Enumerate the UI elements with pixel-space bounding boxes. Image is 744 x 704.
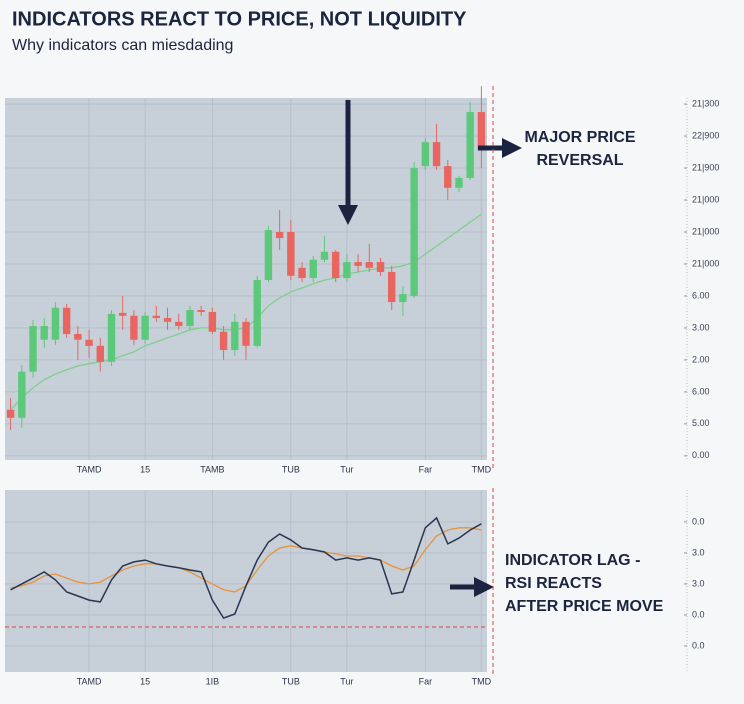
candle-body	[85, 339, 93, 346]
y-tick-label: 0.00	[692, 450, 710, 460]
candle-body	[388, 271, 396, 303]
candle-body	[51, 307, 60, 340]
candle-body	[175, 321, 183, 327]
x-tick-label: TMD	[472, 464, 492, 474]
candle-body	[298, 267, 306, 279]
candle-body	[29, 326, 37, 372]
x-tick-label: Far	[419, 676, 433, 686]
y-tick-label: 21|000	[692, 258, 719, 268]
candle-body	[477, 112, 486, 151]
annotation: AFTER PRICE MOVE	[505, 598, 664, 615]
candle-body	[141, 315, 149, 340]
annotation: INDICATOR LAG -	[505, 552, 640, 569]
candle-body	[62, 307, 71, 335]
candle-body	[253, 279, 261, 346]
title: INDICATORS REACT TO PRICE, NOT LIQUIDITY	[12, 8, 467, 30]
y-tick-label: 2.00	[692, 354, 710, 364]
y-tick-label: 22|900	[692, 130, 719, 140]
candle-body	[40, 326, 48, 340]
x-tick-label: TUB	[282, 464, 300, 474]
y-tick-label: 0.0	[692, 516, 705, 526]
candle-body	[197, 310, 205, 312]
candle-body	[331, 251, 340, 279]
candle-body	[309, 259, 317, 279]
candle-body	[275, 231, 284, 239]
candle-body	[231, 321, 239, 350]
y-tick-label: 21|000	[692, 194, 719, 204]
candle-body	[399, 294, 407, 303]
candle-body	[6, 409, 15, 418]
candle-body	[208, 311, 217, 332]
candle-body	[320, 251, 329, 260]
candle-body	[287, 231, 295, 276]
plot-area	[5, 98, 487, 460]
subtitle: Why indicators can miesdading	[12, 37, 233, 54]
x-tick-label: 1IB	[206, 676, 220, 686]
annotation: MAJOR PRICE	[524, 129, 635, 146]
y-tick-label: 0.0	[692, 609, 705, 619]
y-tick-label: 21|000	[692, 226, 719, 236]
y-tick-label: 6.00	[692, 290, 710, 300]
candle-body	[455, 177, 463, 188]
candle-body	[118, 312, 127, 316]
x-tick-label: TAMD	[77, 464, 102, 474]
candle-body	[130, 315, 138, 340]
y-tick-label: 3.0	[692, 547, 705, 557]
candle-body	[96, 345, 104, 362]
x-tick-label: TMD	[472, 676, 492, 686]
candle-body	[365, 262, 374, 268]
y-tick-label: 6.00	[692, 386, 710, 396]
y-tick-label: 3.0	[692, 578, 705, 588]
candle-body	[186, 310, 194, 327]
charts: 0.00 5.00 6.00 2.00 3.00 6.00 21|000 21|000 21|0…	[5, 86, 719, 686]
plot-area	[5, 490, 487, 672]
candle-body	[163, 318, 172, 322]
candle-body	[444, 166, 452, 188]
candle-body	[343, 262, 351, 279]
candle-body	[354, 262, 362, 266]
candle-body	[219, 331, 228, 350]
candle-body	[410, 168, 418, 296]
candle-body	[242, 321, 250, 346]
candle-body	[376, 262, 385, 272]
x-tick-label: TAMB	[200, 464, 224, 474]
candle-body	[421, 142, 430, 167]
candle-body	[107, 313, 116, 362]
x-tick-label: Far	[419, 464, 433, 474]
candle-body	[18, 371, 26, 418]
candle-body	[432, 142, 441, 167]
x-tick-label: 15	[140, 464, 150, 474]
x-tick-label: TAMD	[77, 676, 102, 686]
series-line	[10, 516, 482, 620]
y-tick-label: 21|300	[692, 98, 719, 108]
x-tick-label: Tur	[340, 676, 353, 686]
y-tick-label: 5.00	[692, 418, 710, 428]
annotation: RSI REACTS	[505, 575, 602, 592]
y-tick-label: 21|900	[692, 162, 719, 172]
candle-body	[152, 315, 161, 319]
y-tick-label: 0.0	[692, 640, 705, 650]
x-tick-label: Tur	[340, 464, 353, 474]
candle-body	[264, 230, 273, 280]
x-tick-label: 15	[140, 676, 150, 686]
candle-body	[74, 334, 82, 340]
candle-body	[466, 112, 474, 178]
x-tick-label: TUB	[282, 676, 300, 686]
y-tick-label: 3.00	[692, 322, 710, 332]
annotation: REVERSAL	[536, 152, 623, 169]
